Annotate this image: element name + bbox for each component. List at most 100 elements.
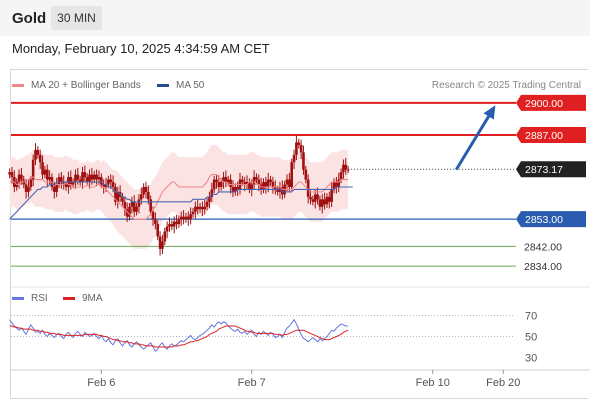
candle-body [332,182,336,190]
candle-body [38,154,42,163]
candle-body [281,186,284,195]
candle-body [299,144,303,153]
candle-body [271,182,275,187]
candle [135,203,138,216]
rsi-line [9,318,349,352]
candle-body [219,182,223,187]
candle-body [172,221,176,227]
candle-body [215,179,218,183]
x-tick-label: Feb 7 [238,377,266,389]
candle-body [328,196,331,202]
candle [328,191,331,209]
credit-text: Research © 2025 Trading Central [431,80,581,91]
candle [186,211,190,226]
candle [31,154,35,187]
candle [189,207,192,225]
candle [320,194,324,214]
candle-body [330,189,333,202]
candle-body [241,179,244,183]
candle-body [208,196,211,202]
candle-body [179,216,183,220]
candle-body [198,206,202,210]
legend-bollinger: MA 20 + Bollinger Bands [12,80,141,91]
level-label: 2834.00 [524,261,562,273]
candle [81,166,84,189]
candle [55,177,58,198]
candle-body [95,174,98,180]
candle-body [142,186,145,195]
timeframe-button[interactable]: 30 MIN [51,6,102,30]
candle [24,179,28,199]
candle-body [156,224,160,237]
candle [309,190,312,205]
bollinger-band [9,144,349,249]
candle [255,173,258,184]
target-arrow-icon [454,105,496,171]
candle-body [57,177,61,185]
candle [233,183,237,196]
candle-body [175,221,178,225]
candle-body [323,199,326,205]
candle [109,174,113,189]
candle-body [69,177,73,185]
candle [318,195,322,211]
candle-body [344,164,348,170]
candle [17,169,21,189]
candle-body [245,182,249,185]
candle [128,203,131,221]
candle [165,221,169,239]
candle-body [104,184,108,187]
candle [311,195,315,206]
candle [85,173,89,186]
candle [208,191,211,209]
candle-body [285,179,289,185]
candle [316,187,319,205]
legend-ma9: 9MA [63,293,103,304]
candle [8,168,11,179]
candle-body [111,182,115,187]
last-price-label: 2873.17 [525,164,563,176]
candle-body [64,184,68,187]
candle-body [125,209,129,217]
candle [38,149,42,169]
candle [107,175,110,189]
candle [342,159,345,179]
target-arrow-head [483,105,496,120]
candle-body [31,159,35,180]
candle [78,175,82,186]
candle [198,203,202,213]
rsi-tick-70: 70 [525,311,537,323]
candle-body [297,142,301,145]
level-label: 2900.00 [525,98,563,110]
candle [57,173,61,189]
candle [116,186,120,209]
candle [88,169,91,189]
candle-body [186,216,190,220]
candle [295,135,298,161]
candle-body [102,184,105,187]
level-tag-shape [516,211,586,228]
candle-body [48,177,51,180]
candle-body [45,169,49,180]
candle-body [320,199,324,207]
candle-body [335,182,338,187]
candle-body [201,206,204,210]
candle-body [313,194,317,202]
candle-body [292,154,296,163]
level-tag-2887.00: 2887.00 [516,127,586,144]
ma50-swatch-icon [157,83,169,87]
candle-body [161,241,164,249]
candle-body [149,199,152,212]
candle-body [316,194,319,200]
candle [121,193,124,206]
level-tag-2900.00: 2900.00 [516,94,586,111]
candle-body [135,206,138,212]
candle [132,195,136,217]
candle-body [60,177,63,183]
candle [161,234,164,255]
rsi-ma9-line [9,325,349,348]
candle [182,209,185,225]
candle [304,165,308,184]
candle-body [262,182,265,190]
